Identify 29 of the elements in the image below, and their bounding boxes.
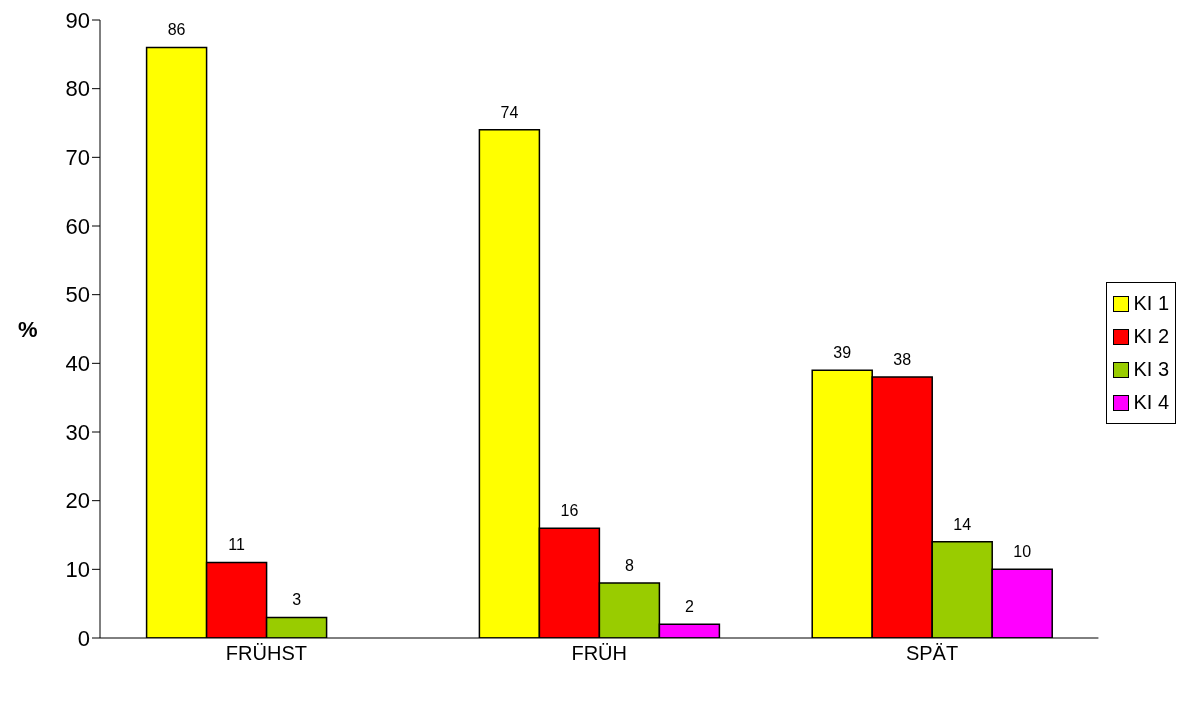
y-tick-label: 20 [65,488,90,514]
y-tick-label: 80 [65,76,90,102]
data-label: 2 [684,598,694,616]
x-tick-label: FRÜHST [225,642,307,665]
y-tick-label: 10 [65,557,90,583]
x-tick-label: FRÜH [571,642,627,665]
y-tick-label: 30 [65,419,90,445]
y-axis-title: % [18,316,38,342]
data-label: 38 [893,351,912,369]
data-label: 86 [167,21,186,39]
x-tick-label: SPÄT [905,642,959,665]
data-label: 11 [228,536,245,554]
legend-label: KI 3 [1133,358,1169,381]
y-tick-label: 50 [65,282,90,308]
legend-label: KI 4 [1133,391,1169,414]
y-tick-label: 60 [65,213,90,239]
legend-label: KI 1 [1133,292,1169,315]
data-label: 10 [1013,543,1032,561]
y-tick-label: 70 [65,145,90,171]
data-label: 74 [500,103,519,121]
y-tick-label: 0 [77,625,90,651]
data-label: 39 [833,344,852,362]
data-label: 16 [560,502,579,520]
data-label: 14 [953,515,972,533]
y-tick-label: 40 [65,351,90,377]
y-tick-label: 90 [65,7,90,33]
data-label: 3 [292,591,302,609]
legend-label: KI 2 [1133,325,1169,348]
data-label: 8 [624,557,634,575]
